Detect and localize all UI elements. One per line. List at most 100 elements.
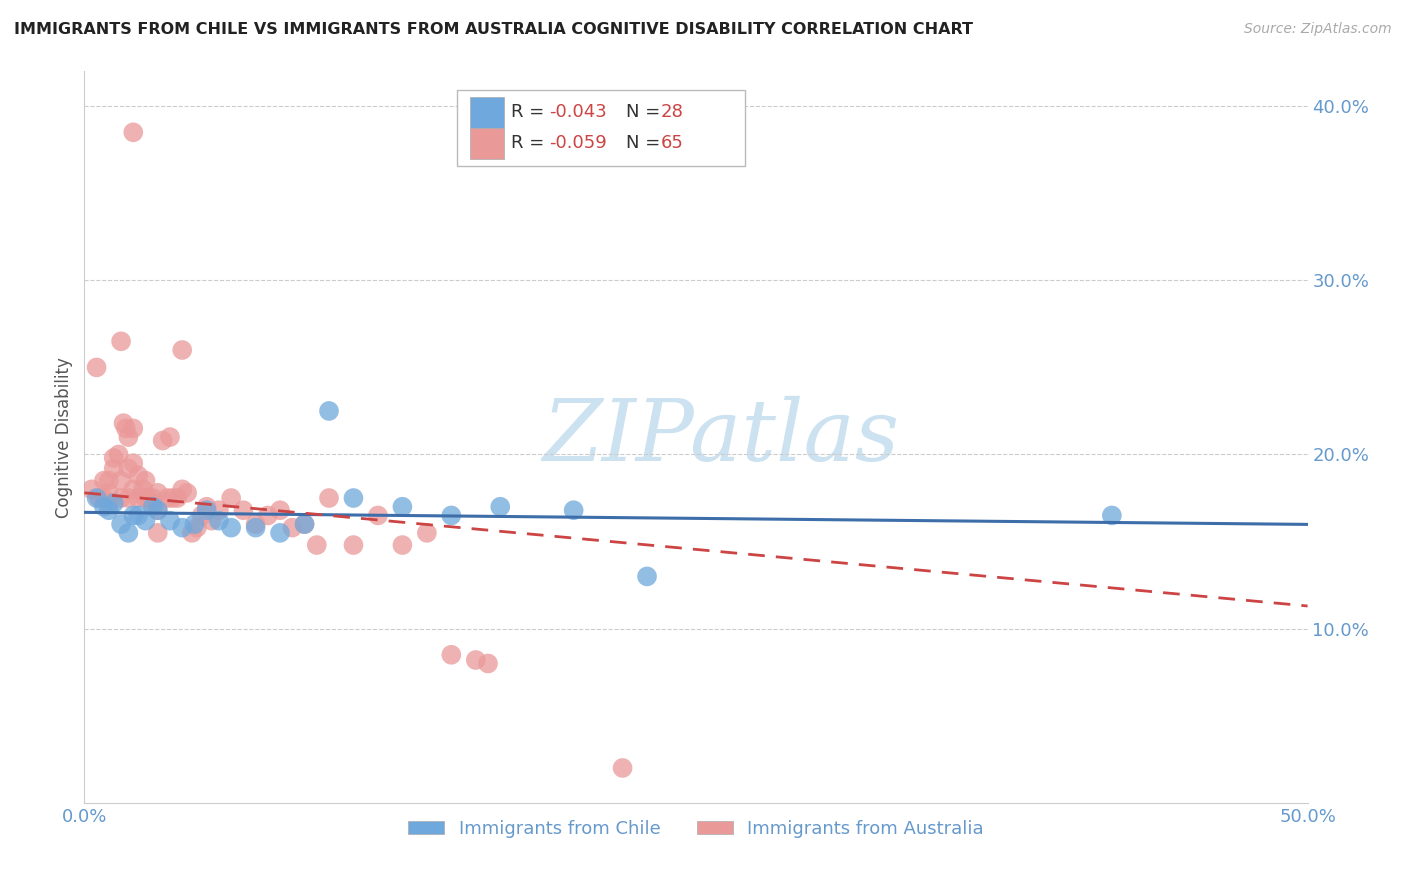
Text: Source: ZipAtlas.com: Source: ZipAtlas.com (1244, 22, 1392, 37)
Y-axis label: Cognitive Disability: Cognitive Disability (55, 357, 73, 517)
Text: 28: 28 (661, 103, 683, 120)
Point (181, 525, 204, 540)
Point (464, 653, 486, 667)
Point (152, 434, 174, 448)
Text: -0.059: -0.059 (550, 134, 607, 152)
Point (93, 500, 115, 514)
Point (489, 500, 512, 514)
Point (183, 517, 205, 532)
Point (294, 517, 316, 532)
Point (97, 485, 120, 500)
Point (122, 421, 145, 435)
Point (562, 503, 585, 517)
Point (269, 503, 291, 517)
Point (166, 491, 188, 505)
Point (612, 761, 634, 775)
Point (156, 491, 179, 505)
Point (93, 491, 115, 505)
Point (186, 521, 208, 535)
Point (208, 514, 231, 528)
Point (97, 496, 120, 510)
Point (110, 517, 132, 532)
Point (122, 125, 145, 139)
Point (107, 448, 129, 462)
Point (172, 521, 194, 535)
Point (416, 525, 439, 540)
Point (208, 503, 231, 517)
Point (117, 491, 139, 505)
Point (86, 360, 108, 375)
Point (117, 525, 139, 540)
Text: 65: 65 (661, 134, 683, 152)
Legend: Immigrants from Chile, Immigrants from Australia: Immigrants from Chile, Immigrants from A… (401, 813, 991, 845)
Point (281, 521, 304, 535)
Text: R =: R = (512, 103, 550, 120)
Point (257, 508, 280, 523)
Point (477, 657, 499, 671)
Point (103, 461, 125, 475)
Text: ZIPatlas: ZIPatlas (541, 396, 898, 478)
Point (93, 474, 115, 488)
Point (391, 538, 413, 552)
Point (269, 525, 291, 540)
Point (636, 569, 658, 583)
Point (97, 474, 120, 488)
Text: R =: R = (512, 134, 550, 152)
Point (136, 491, 159, 505)
Point (232, 503, 254, 517)
Point (172, 343, 194, 357)
Point (219, 491, 242, 505)
Point (115, 421, 138, 435)
Point (127, 468, 149, 483)
Point (86, 491, 108, 505)
Point (146, 503, 169, 517)
Point (103, 450, 125, 465)
Point (195, 500, 218, 514)
Point (112, 416, 135, 430)
Point (318, 404, 340, 418)
Bar (470, 128, 503, 159)
Point (135, 514, 157, 528)
Point (135, 491, 157, 505)
Point (142, 500, 165, 514)
Point (245, 517, 267, 532)
Point (440, 648, 463, 662)
Point (191, 508, 214, 523)
Point (142, 491, 165, 505)
Point (87, 491, 110, 505)
Point (305, 538, 328, 552)
Point (146, 503, 169, 517)
Point (110, 334, 132, 349)
Point (127, 491, 149, 505)
Point (110, 474, 132, 488)
Point (172, 483, 194, 497)
Point (342, 491, 364, 505)
Text: IMMIGRANTS FROM CHILE VS IMMIGRANTS FROM AUSTRALIA COGNITIVE DISABILITY CORRELAT: IMMIGRANTS FROM CHILE VS IMMIGRANTS FROM… (14, 22, 973, 37)
Point (146, 485, 169, 500)
Point (132, 483, 155, 497)
Point (440, 508, 463, 523)
Point (200, 514, 222, 528)
Point (219, 521, 242, 535)
Point (146, 525, 169, 540)
Point (117, 430, 139, 444)
Point (176, 485, 198, 500)
Text: -0.043: -0.043 (550, 103, 607, 120)
Point (159, 514, 181, 528)
Point (127, 508, 149, 523)
Point (80, 483, 103, 497)
Point (162, 491, 184, 505)
Point (142, 496, 165, 510)
Point (318, 491, 340, 505)
Point (110, 491, 132, 505)
Point (342, 538, 364, 552)
Point (195, 503, 218, 517)
Point (391, 500, 413, 514)
Point (159, 430, 181, 444)
Point (122, 483, 145, 497)
Point (117, 461, 139, 475)
Point (135, 474, 157, 488)
Point (97, 503, 120, 517)
Point (367, 508, 389, 523)
Point (245, 521, 267, 535)
